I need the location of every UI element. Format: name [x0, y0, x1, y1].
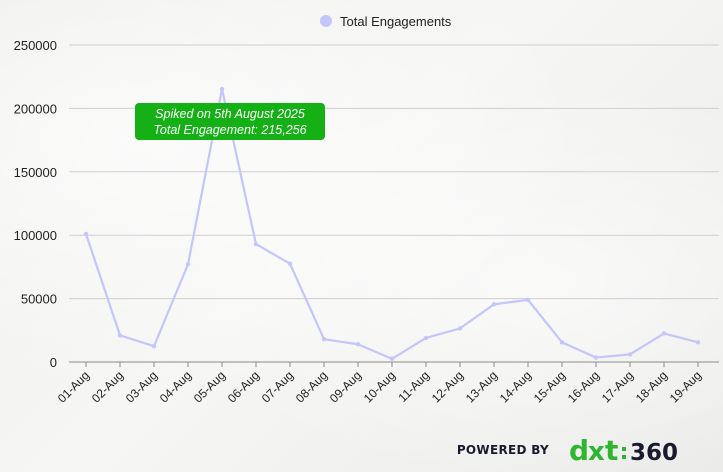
x-axis-ticks: 01-Aug02-Aug03-Aug04-Aug05-Aug06-Aug07-A…: [55, 362, 704, 405]
footer-branding: POWERED BY d x t 360: [457, 434, 687, 466]
svg-text:t: t: [605, 434, 618, 466]
data-point[interactable]: [253, 241, 259, 247]
data-point[interactable]: [593, 355, 599, 360]
x-tick-label: 17-Aug: [599, 368, 636, 405]
x-tick-label: 16-Aug: [565, 368, 602, 405]
data-point[interactable]: [83, 231, 89, 237]
chart-legend[interactable]: Total Engagements: [320, 14, 452, 29]
data-point[interactable]: [219, 86, 225, 92]
data-point[interactable]: [355, 342, 361, 347]
data-point[interactable]: [185, 262, 191, 267]
data-point[interactable]: [151, 343, 157, 349]
y-tick-label: 0: [50, 355, 57, 370]
y-tick-label: 150000: [14, 165, 57, 180]
data-point[interactable]: [423, 335, 429, 341]
svg-text:x: x: [588, 437, 605, 466]
data-point[interactable]: [695, 340, 701, 345]
spike-tooltip: Spiked on 5th August 2025 Total Engageme…: [135, 103, 325, 140]
dxt-360-logo-icon: d x t 360: [569, 434, 678, 466]
tooltip-line-date: Spiked on 5th August 2025: [155, 107, 305, 121]
svg-text:360: 360: [630, 440, 678, 466]
x-tick-label: 08-Aug: [293, 368, 330, 405]
series-total-engagements: [83, 86, 701, 362]
svg-text:d: d: [569, 434, 589, 466]
tooltip-background: [135, 103, 325, 140]
y-tick-label: 200000: [14, 101, 57, 116]
powered-by-label: POWERED BY: [456, 443, 549, 457]
data-point[interactable]: [559, 340, 565, 345]
y-axis-ticks: 250000 200000 150000 100000 50000 0: [14, 38, 57, 370]
data-point[interactable]: [627, 352, 633, 357]
x-tick-label: 12-Aug: [429, 368, 466, 405]
x-tick-label: 18-Aug: [633, 368, 670, 405]
tooltip-line-value: Total Engagement: 215,256: [153, 123, 306, 137]
data-point[interactable]: [457, 326, 463, 331]
x-tick-label: 05-Aug: [191, 368, 228, 405]
data-point[interactable]: [389, 356, 395, 362]
x-tick-label: 13-Aug: [463, 368, 500, 405]
x-tick-label: 07-Aug: [259, 368, 296, 405]
x-tick-label: 19-Aug: [667, 368, 704, 405]
x-tick-label: 10-Aug: [361, 368, 398, 405]
legend-label-total-engagements: Total Engagements: [340, 14, 452, 29]
data-point[interactable]: [321, 336, 327, 342]
brand-logo[interactable]: d x t 360: [567, 434, 687, 466]
x-tick-label: 15-Aug: [531, 368, 568, 405]
x-tick-label: 03-Aug: [123, 368, 160, 405]
data-point[interactable]: [117, 333, 123, 338]
x-tick-label: 14-Aug: [497, 368, 534, 405]
x-tick-label: 01-Aug: [55, 368, 92, 405]
y-tick-label: 250000: [14, 38, 57, 53]
x-tick-label: 11-Aug: [395, 368, 432, 405]
data-point[interactable]: [661, 331, 667, 336]
x-tick-label: 06-Aug: [225, 368, 262, 405]
x-tick-label: 02-Aug: [89, 368, 126, 405]
x-tick-label: 09-Aug: [327, 368, 364, 405]
legend-swatch-total-engagements: [320, 15, 332, 27]
y-tick-label: 100000: [14, 228, 57, 243]
data-point[interactable]: [287, 261, 293, 266]
data-point[interactable]: [525, 297, 531, 303]
data-point[interactable]: [491, 302, 497, 307]
x-tick-label: 04-Aug: [157, 368, 194, 405]
y-tick-label: 50000: [21, 292, 57, 307]
